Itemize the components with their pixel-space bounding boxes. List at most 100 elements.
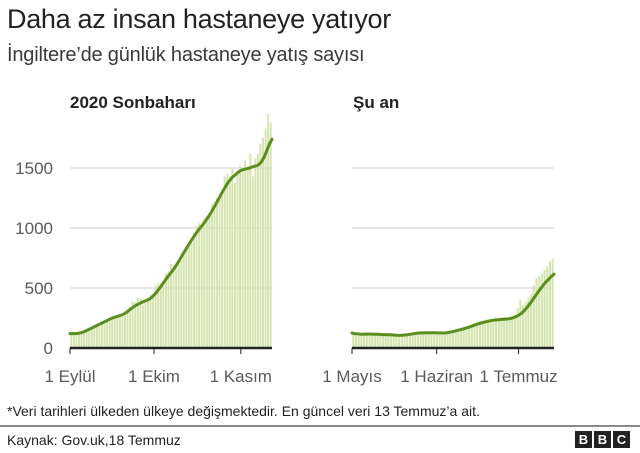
daily-bar bbox=[425, 332, 428, 348]
daily-bar bbox=[218, 196, 221, 348]
daily-bar bbox=[259, 144, 262, 348]
daily-bar bbox=[172, 265, 175, 348]
daily-bar bbox=[88, 330, 91, 348]
daily-bar bbox=[213, 201, 216, 348]
average-line bbox=[68, 137, 274, 336]
daily-bar bbox=[511, 315, 514, 348]
daily-bar bbox=[216, 198, 219, 348]
daily-bar bbox=[226, 174, 229, 348]
daily-bar bbox=[141, 304, 144, 348]
daily-bar bbox=[93, 327, 96, 348]
daily-bar bbox=[231, 168, 234, 348]
source-text: Kaynak: Gov.uk,18 Temmuz bbox=[7, 432, 181, 448]
daily-bar bbox=[85, 331, 88, 348]
daily-bar bbox=[516, 308, 519, 348]
daily-bar bbox=[149, 295, 152, 348]
daily-bar bbox=[435, 332, 438, 348]
daily-bar bbox=[131, 301, 134, 348]
daily-bar bbox=[481, 320, 484, 348]
daily-bar bbox=[72, 333, 75, 348]
daily-bar bbox=[90, 328, 93, 348]
daily-bar bbox=[98, 324, 101, 348]
daily-bar bbox=[484, 319, 487, 348]
y-tick-label: 1500 bbox=[15, 159, 53, 178]
daily-bar bbox=[180, 260, 183, 348]
daily-bar bbox=[106, 322, 109, 348]
daily-bar bbox=[478, 321, 481, 348]
x-tick-label: 1 Haziran bbox=[400, 367, 473, 386]
daily-bar bbox=[147, 297, 149, 348]
daily-bar bbox=[392, 334, 395, 348]
x-tick-label: 1 Temmuz bbox=[479, 367, 557, 386]
daily-bar bbox=[77, 332, 80, 348]
daily-bar bbox=[208, 213, 211, 348]
daily-bar bbox=[193, 232, 195, 348]
daily-bar bbox=[470, 324, 473, 348]
daily-bar bbox=[462, 327, 465, 348]
daily-bar bbox=[538, 276, 541, 348]
daily-bar bbox=[221, 192, 224, 348]
daily-bar bbox=[449, 330, 452, 348]
daily-bar bbox=[123, 315, 126, 348]
footnote: *Veri tarihleri ülkeden ülkeye değişmekt… bbox=[7, 403, 480, 419]
daily-bar bbox=[492, 318, 495, 348]
daily-bar bbox=[363, 333, 366, 348]
y-tick-label: 0 bbox=[44, 339, 53, 358]
daily-bar bbox=[116, 316, 119, 348]
daily-bar bbox=[468, 325, 471, 348]
daily-bar bbox=[441, 332, 444, 348]
daily-bar bbox=[505, 318, 508, 348]
daily-bar bbox=[164, 273, 167, 348]
daily-bar bbox=[379, 334, 382, 348]
daily-bar bbox=[121, 316, 124, 348]
daily-bar bbox=[433, 332, 436, 348]
daily-bar bbox=[129, 306, 132, 348]
daily-bar bbox=[527, 297, 530, 348]
bbc-logo-letter: B bbox=[594, 431, 611, 448]
panel-title-autumn-2020: 2020 Sonbaharı bbox=[70, 93, 196, 112]
daily-bar bbox=[254, 158, 257, 348]
bbc-logo-letter: B bbox=[575, 431, 592, 448]
daily-bar bbox=[200, 224, 203, 348]
panel-title-now: Şu an bbox=[353, 93, 400, 112]
daily-bar bbox=[373, 333, 376, 348]
daily-bar bbox=[262, 138, 265, 348]
daily-bar bbox=[476, 321, 479, 348]
daily-bar bbox=[239, 165, 242, 348]
daily-bar bbox=[443, 332, 446, 348]
daily-bar bbox=[269, 122, 272, 349]
daily-bar bbox=[524, 302, 527, 348]
daily-bar bbox=[451, 330, 455, 348]
daily-bar bbox=[381, 334, 385, 348]
chart-title: Daha az insan hastaneye yatıyor bbox=[7, 4, 391, 34]
daily-bar bbox=[118, 315, 121, 348]
daily-bar bbox=[411, 332, 414, 348]
x-tick-label: 1 Kasım bbox=[210, 367, 272, 386]
daily-bar bbox=[236, 174, 239, 348]
daily-bar bbox=[390, 334, 393, 348]
daily-bar bbox=[203, 218, 206, 348]
daily-bar bbox=[419, 332, 422, 348]
daily-bar bbox=[398, 334, 401, 348]
daily-bar bbox=[267, 114, 270, 348]
daily-bar bbox=[70, 332, 73, 348]
daily-bar bbox=[406, 333, 409, 348]
daily-bar bbox=[195, 225, 198, 348]
daily-bar bbox=[513, 314, 516, 348]
daily-bar bbox=[126, 312, 129, 348]
daily-bar bbox=[185, 246, 188, 348]
daily-bar bbox=[80, 334, 83, 348]
daily-bar bbox=[376, 333, 379, 348]
daily-bar bbox=[546, 266, 549, 348]
daily-bar bbox=[139, 298, 142, 348]
daily-bar bbox=[430, 332, 433, 348]
daily-bar bbox=[167, 271, 170, 348]
daily-bar bbox=[75, 333, 78, 348]
daily-bar bbox=[457, 328, 460, 348]
daily-bar bbox=[256, 153, 259, 348]
daily-bar bbox=[473, 322, 476, 348]
daily-bar bbox=[540, 273, 543, 348]
daily-bar bbox=[486, 319, 490, 348]
daily-bar bbox=[108, 321, 111, 348]
bbc-logo-letter: C bbox=[613, 431, 630, 448]
